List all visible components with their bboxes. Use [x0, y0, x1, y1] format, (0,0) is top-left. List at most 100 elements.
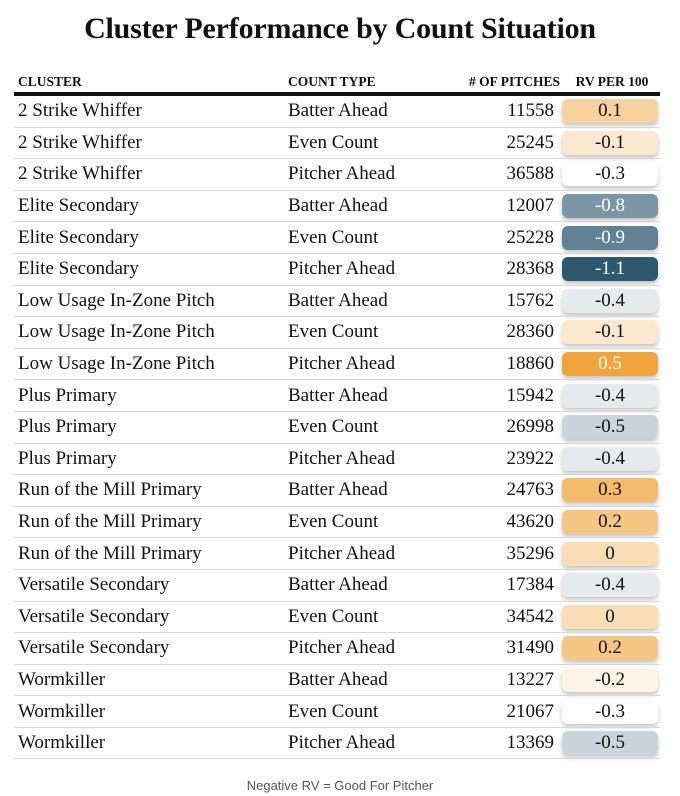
table-row: Run of the Mill Primary Batter Ahead 24763… [14, 474, 660, 507]
table-row: Elite Secondary Even Count 25228 -0.9 [14, 221, 660, 254]
table-row: Run of the Mill Primary Pitcher Ahead 3529… [14, 537, 660, 570]
pitches-cell: 24763 [444, 474, 560, 507]
rv-cell: -0.5 [560, 727, 660, 760]
table-row: 2 Strike Whiffer Even Count 25245 -0.1 [14, 127, 660, 160]
pitches-cell: 15762 [444, 285, 560, 318]
count-type-cell: Batter Ahead [284, 664, 444, 697]
rv-pill: 0.2 [562, 510, 658, 535]
rv-cell: -0.4 [560, 379, 660, 412]
cluster-cell: Plus Primary [14, 379, 284, 412]
cluster-cell: Versatile Secondary [14, 601, 284, 634]
cluster-cell: Wormkiller [14, 695, 284, 728]
cluster-cell: Plus Primary [14, 443, 284, 476]
pitches-cell: 12007 [444, 190, 560, 223]
table-row: Low Usage In-Zone Pitch Pitcher Ahead 1886… [14, 348, 660, 381]
cluster-cell: 2 Strike Whiffer [14, 127, 284, 160]
rv-cell: 0.5 [560, 348, 660, 381]
rv-pill: -0.8 [562, 194, 658, 219]
rv-pill: -0.4 [562, 383, 658, 408]
rv-pill: 0.3 [562, 478, 658, 503]
rv-pill: -0.4 [562, 288, 658, 313]
pitches-cell: 43620 [444, 506, 560, 539]
pitches-cell: 25228 [444, 221, 560, 254]
table-row: Elite Secondary Batter Ahead 12007 -0.8 [14, 190, 660, 223]
count-type-cell: Batter Ahead [284, 285, 444, 318]
pitches-cell: 26998 [444, 411, 560, 444]
rv-cell: 0.1 [560, 94, 660, 128]
count-type-cell: Batter Ahead [284, 190, 444, 223]
rv-pill: -0.9 [562, 225, 658, 250]
rv-cell: 0.2 [560, 506, 660, 539]
table-row: 2 Strike Whiffer Pitcher Ahead 36588 -0.3 [14, 158, 660, 191]
table-row: Versatile Secondary Even Count 34542 0 [14, 601, 660, 634]
cluster-cell: Run of the Mill Primary [14, 474, 284, 507]
table-row: Low Usage In-Zone Pitch Even Count 28360 -0… [14, 316, 660, 349]
rv-cell: -0.3 [560, 695, 660, 728]
rv-cell: -0.9 [560, 221, 660, 254]
count-type-cell: Pitcher Ahead [284, 632, 444, 665]
cluster-cell: Versatile Secondary [14, 632, 284, 665]
cluster-cell: Run of the Mill Primary [14, 537, 284, 570]
table-row: Versatile Secondary Pitcher Ahead 31490 0.2 [14, 632, 660, 665]
pitches-cell: 13369 [444, 727, 560, 760]
table-row: Run of the Mill Primary Even Count 43620 0.… [14, 506, 660, 539]
count-type-cell: Batter Ahead [284, 379, 444, 412]
rv-cell: -0.5 [560, 411, 660, 444]
rv-cell: 0 [560, 537, 660, 570]
rv-cell: -0.1 [560, 127, 660, 160]
column-header-count-type: COUNT TYPE [284, 64, 444, 96]
rv-pill: -0.4 [562, 446, 658, 471]
table-row: Versatile Secondary Batter Ahead 17384 -0.4 [14, 569, 660, 602]
performance-table: CLUSTER COUNT TYPE # OF PITCHES RV PER 1… [14, 64, 660, 760]
table-row: Plus Primary Batter Ahead 15942 -0.4 [14, 379, 660, 412]
rv-pill: -0.4 [562, 573, 658, 598]
cluster-cell: Low Usage In-Zone Pitch [14, 348, 284, 381]
count-type-cell: Pitcher Ahead [284, 727, 444, 760]
header-row: CLUSTER COUNT TYPE # OF PITCHES RV PER 1… [14, 64, 660, 96]
count-type-cell: Batter Ahead [284, 474, 444, 507]
table-row: Wormkiller Batter Ahead 13227 -0.2 [14, 664, 660, 697]
pitches-cell: 13227 [444, 664, 560, 697]
table-row: Wormkiller Pitcher Ahead 13369 -0.5 [14, 727, 660, 760]
count-type-cell: Pitcher Ahead [284, 348, 444, 381]
rv-cell: -0.2 [560, 664, 660, 697]
rv-pill: 0.5 [562, 352, 658, 377]
cluster-cell: Elite Secondary [14, 190, 284, 223]
cluster-cell: Wormkiller [14, 664, 284, 697]
table-row: Elite Secondary Pitcher Ahead 28368 -1.1 [14, 253, 660, 286]
rv-cell: -0.4 [560, 285, 660, 318]
column-header-cluster: CLUSTER [14, 64, 284, 96]
cluster-cell: 2 Strike Whiffer [14, 158, 284, 191]
cluster-cell: Run of the Mill Primary [14, 506, 284, 539]
rv-pill: 0.2 [562, 636, 658, 661]
table-row: Plus Primary Pitcher Ahead 23922 -0.4 [14, 443, 660, 476]
rv-pill: 0 [562, 541, 658, 566]
column-header-rv: RV PER 100 [560, 64, 660, 96]
pitches-cell: 23922 [444, 443, 560, 476]
pitches-cell: 21067 [444, 695, 560, 728]
cluster-cell: Low Usage In-Zone Pitch [14, 316, 284, 349]
rv-pill: -0.5 [562, 415, 658, 440]
rv-cell: 0 [560, 601, 660, 634]
count-type-cell: Even Count [284, 411, 444, 444]
footer-note: Negative RV = Good For Pitcher [246, 778, 434, 793]
rv-pill: -0.2 [562, 667, 658, 692]
pitches-cell: 34542 [444, 601, 560, 634]
rv-pill: 0 [562, 604, 658, 629]
cluster-cell: Wormkiller [14, 727, 284, 760]
chart-title: Cluster Performance by Count Situation [84, 12, 596, 45]
table-row: 2 Strike Whiffer Batter Ahead 11558 0.1 [14, 94, 660, 128]
count-type-cell: Even Count [284, 601, 444, 634]
count-type-cell: Even Count [284, 506, 444, 539]
column-header-pitches: # OF PITCHES [444, 64, 560, 96]
pitches-cell: 11558 [444, 94, 560, 128]
pitches-cell: 36588 [444, 158, 560, 191]
count-type-cell: Pitcher Ahead [284, 537, 444, 570]
table-body: 2 Strike Whiffer Batter Ahead 11558 0.1 2 St… [14, 94, 660, 760]
count-type-cell: Even Count [284, 127, 444, 160]
rv-cell: -0.1 [560, 316, 660, 349]
cluster-cell: Plus Primary [14, 411, 284, 444]
count-type-cell: Batter Ahead [284, 94, 444, 128]
count-type-cell: Pitcher Ahead [284, 253, 444, 286]
pitches-cell: 18860 [444, 348, 560, 381]
